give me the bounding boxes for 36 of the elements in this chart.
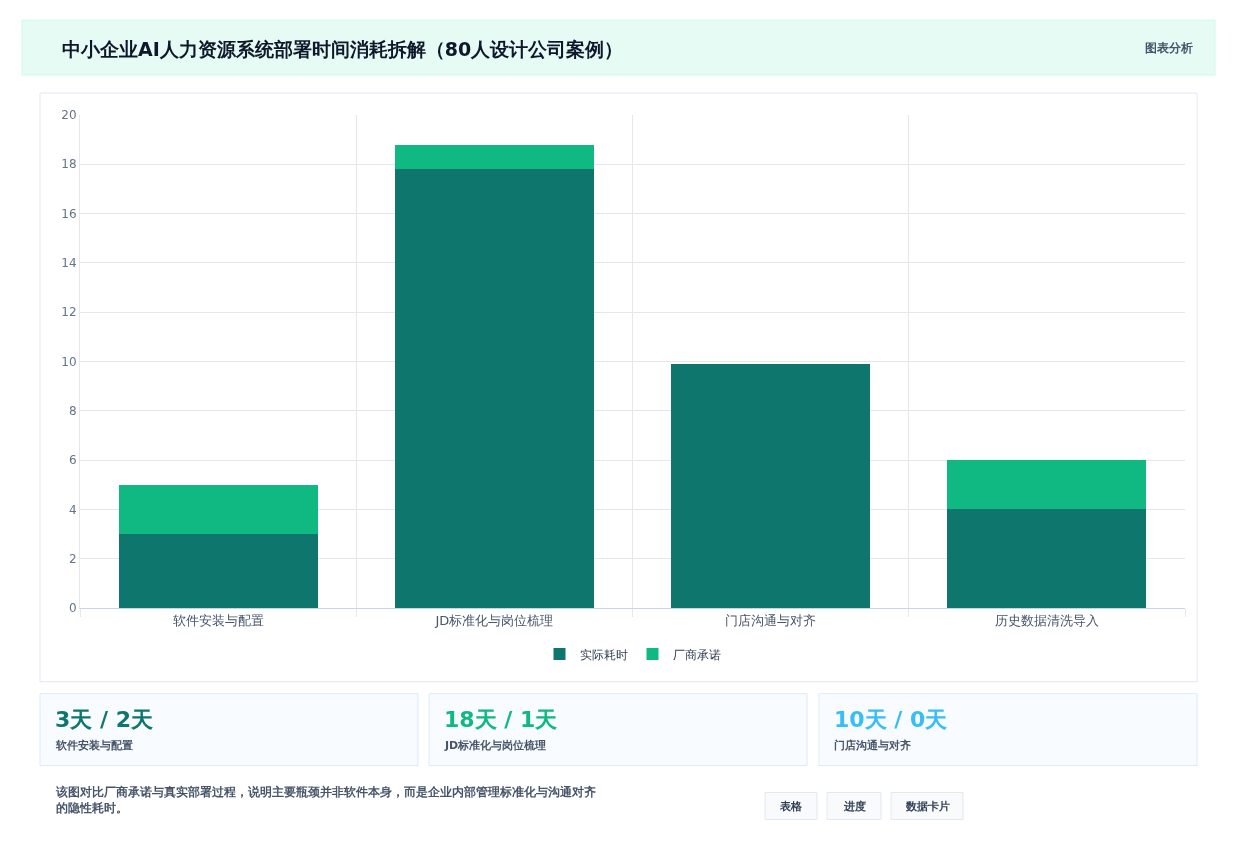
x-tick-label: 门店沟通与对齐 xyxy=(725,612,817,628)
bar xyxy=(947,460,1147,510)
text: 进度 xyxy=(843,800,866,813)
x-tick-label: 软件安装与配置 xyxy=(172,612,264,628)
y-tick-label: 16 xyxy=(61,206,77,221)
bar xyxy=(671,363,871,608)
bar xyxy=(947,509,1147,608)
chart-title: 中小企业AI人力资源系统部署时间消耗拆解（80人设计公司案例） xyxy=(62,37,624,60)
text: 18天 / 1天 xyxy=(444,707,558,732)
text: JD标准化与岗位梳理 xyxy=(444,739,547,752)
text: 该图对比厂商承诺与真实部署过程，说明主要瓶颈并非软件本身，而是企业内部管理标准化与沟通对齐的隐性耗时。 xyxy=(55,785,596,815)
x-tick-label: 历史数据清洗导入 xyxy=(994,612,1099,628)
y-tick-label: 2 xyxy=(68,551,77,566)
bar xyxy=(118,533,318,608)
y-tick-label: 0 xyxy=(68,601,77,616)
text: 数据卡片 xyxy=(905,800,950,813)
y-tick-label: 4 xyxy=(68,502,77,517)
y-tick-label: 10 xyxy=(61,354,77,369)
legend-label: 实际耗时 xyxy=(579,647,628,662)
text: 3天 / 2天 xyxy=(55,707,153,732)
bar xyxy=(394,169,594,608)
y-tick-label: 8 xyxy=(68,403,77,418)
y-tick-label: 20 xyxy=(61,108,77,123)
bar xyxy=(118,484,318,534)
text: 图表分析 xyxy=(1145,41,1193,55)
y-tick-label: 12 xyxy=(61,305,77,320)
text: 10天 / 0天 xyxy=(834,707,948,732)
y-tick-label: 18 xyxy=(61,157,77,172)
y-tick-label: 14 xyxy=(61,256,77,271)
x-tick-label: JD标准化与岗位梳理 xyxy=(434,612,554,628)
y-tick-label: 6 xyxy=(68,453,77,468)
text: 门店沟通与对齐 xyxy=(834,739,911,752)
legend-label: 厂商承诺 xyxy=(672,647,721,662)
text: 软件安装与配置 xyxy=(55,739,133,752)
text: 表格 xyxy=(779,800,803,813)
bar xyxy=(394,144,594,170)
